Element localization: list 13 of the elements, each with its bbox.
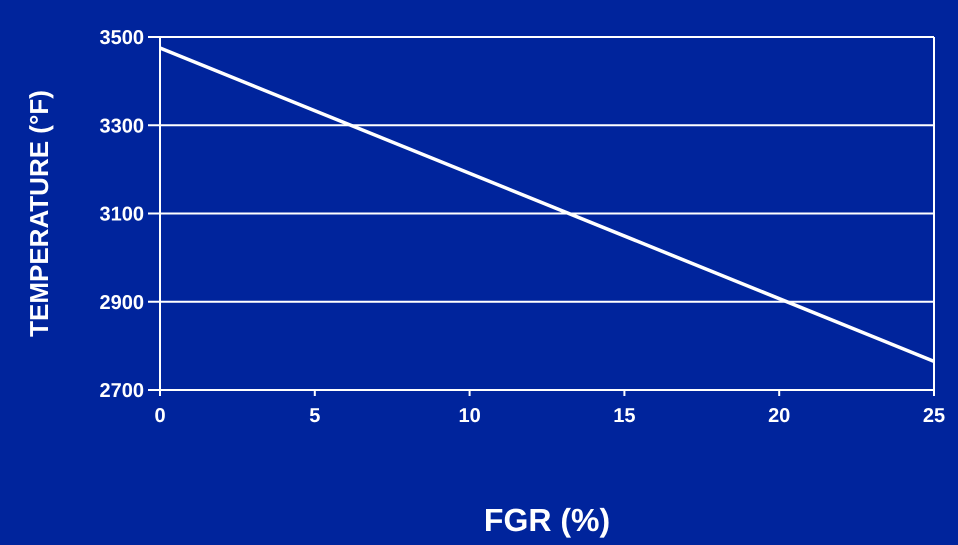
y-tick-label: 2900 bbox=[100, 292, 144, 314]
y-axis-title: TEMPERATURE (°F) bbox=[24, 90, 54, 337]
y-tick-label: 3100 bbox=[100, 204, 144, 226]
y-tick-label: 3300 bbox=[100, 115, 144, 138]
x-tick-label: 15 bbox=[613, 405, 636, 427]
x-tick-label: 0 bbox=[154, 405, 166, 427]
y-tick-label: 2700 bbox=[100, 380, 144, 402]
x-tick-label: 5 bbox=[309, 405, 320, 427]
x-axis-title: FGR (%) bbox=[484, 502, 610, 538]
x-tick-label: 20 bbox=[768, 405, 790, 427]
x-tick-label: 25 bbox=[922, 405, 946, 427]
x-tick-label: 10 bbox=[458, 405, 481, 427]
y-tick-label: 3500 bbox=[100, 27, 144, 49]
